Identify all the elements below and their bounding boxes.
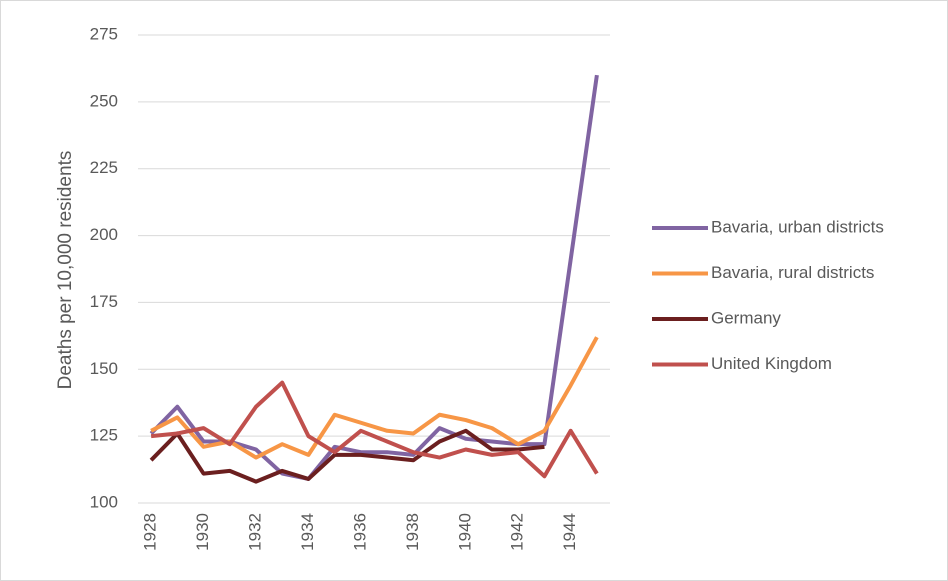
x-tick-label: 1938 — [403, 513, 422, 551]
series-line — [150, 380, 599, 479]
y-tick-label: 225 — [90, 158, 118, 177]
x-tick-label: 1934 — [298, 513, 317, 551]
y-tick-label: 100 — [90, 492, 118, 511]
series-line — [149, 428, 545, 484]
y-tick-label: 175 — [90, 292, 118, 311]
x-tick-label: 1944 — [560, 513, 579, 551]
x-tick-label: 1940 — [455, 513, 474, 551]
y-tick-label: 200 — [90, 225, 118, 244]
legend-label: United Kingdom — [711, 354, 832, 373]
x-tick-label: 1928 — [141, 513, 160, 551]
y-axis-label: Deaths per 10,000 residents — [55, 151, 76, 390]
legend-label: Bavaria, urban districts — [711, 217, 884, 236]
legend-label: Germany — [711, 308, 781, 327]
x-tick-label: 1942 — [508, 513, 527, 551]
legend-label: Bavaria, rural districts — [711, 263, 874, 282]
x-tick-label: 1930 — [193, 513, 212, 551]
y-tick-label: 150 — [90, 359, 118, 378]
y-tick-label: 125 — [90, 426, 118, 445]
y-tick-label: 250 — [90, 91, 118, 110]
y-tick-label: 275 — [90, 24, 118, 43]
x-tick-label: 1932 — [245, 513, 264, 551]
x-tick-label: 1936 — [350, 513, 369, 551]
